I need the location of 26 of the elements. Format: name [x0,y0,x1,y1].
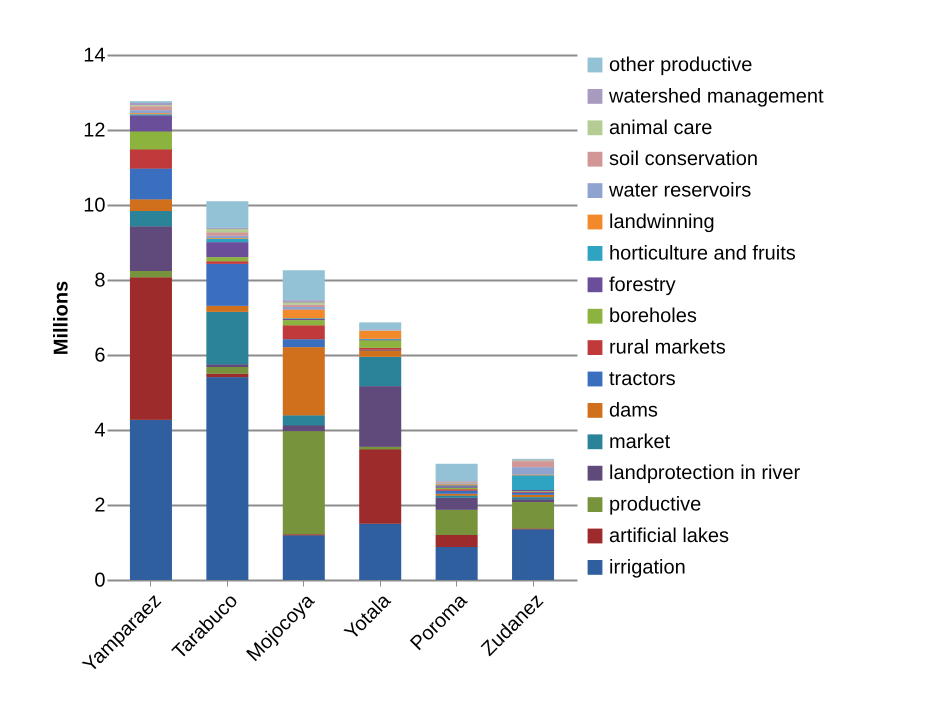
legend-label: rural markets [609,336,726,359]
legend-label: soil conservation [609,148,758,170]
legend-label: horticulture and fruits [609,242,796,264]
y-axis-title: Millions [50,280,72,356]
legend-label: water reservoirs [608,180,752,202]
legend-label: other productive [609,54,752,76]
legend-label: landprotection in river [609,462,801,484]
y-tick-label: 10 [83,194,106,216]
legend-label: landwinning [609,211,715,233]
y-tick-label: 0 [94,570,106,592]
legend-label: dams [609,399,658,422]
y-tick-label: 8 [94,270,106,292]
legend-label: animal care [609,116,712,139]
y-tick-label: 12 [83,120,106,142]
legend-label: forestry [609,274,676,296]
y-tick-label: 2 [94,494,106,516]
legend-label: artificial lakes [609,525,730,547]
legend-label: irrigation [609,556,686,578]
legend-label: watershed management [608,85,824,108]
y-tick-label: 14 [83,44,106,66]
legend-label: productive [609,494,702,516]
y-tick-label: 4 [94,420,106,442]
legend-label: market [609,430,671,453]
y-tick-label: 6 [94,344,106,366]
legend-label: boreholes [609,305,697,328]
legend-label: tractors [609,368,676,390]
